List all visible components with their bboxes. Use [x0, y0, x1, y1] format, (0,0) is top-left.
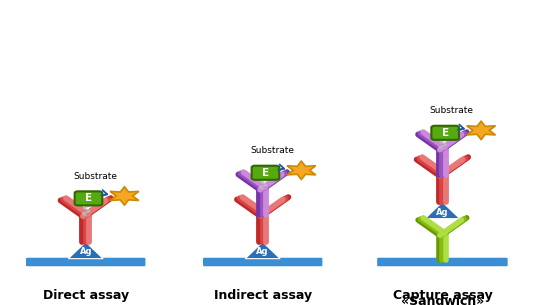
Text: Indirect assay: Indirect assay: [213, 289, 312, 302]
Text: Substrate: Substrate: [250, 146, 294, 155]
Text: Ag: Ag: [80, 247, 92, 257]
Text: Capture assay: Capture assay: [393, 289, 492, 302]
Polygon shape: [246, 242, 280, 259]
Polygon shape: [110, 187, 139, 205]
Polygon shape: [425, 202, 460, 219]
Text: «Sandwich»: «Sandwich»: [401, 296, 484, 305]
Text: Substrate: Substrate: [73, 172, 117, 181]
Text: E: E: [442, 128, 448, 138]
FancyBboxPatch shape: [431, 126, 459, 140]
Text: E: E: [85, 193, 92, 203]
Text: Ag: Ag: [436, 207, 448, 217]
FancyBboxPatch shape: [75, 191, 102, 206]
Polygon shape: [287, 161, 316, 179]
FancyBboxPatch shape: [252, 166, 279, 180]
Text: Substrate: Substrate: [430, 106, 474, 115]
FancyBboxPatch shape: [203, 258, 322, 266]
FancyBboxPatch shape: [26, 258, 145, 266]
Text: E: E: [262, 168, 269, 178]
Text: Direct assay: Direct assay: [43, 289, 129, 302]
Polygon shape: [467, 121, 495, 139]
FancyBboxPatch shape: [377, 258, 508, 266]
Text: Ag: Ag: [257, 247, 269, 257]
Polygon shape: [69, 242, 103, 259]
